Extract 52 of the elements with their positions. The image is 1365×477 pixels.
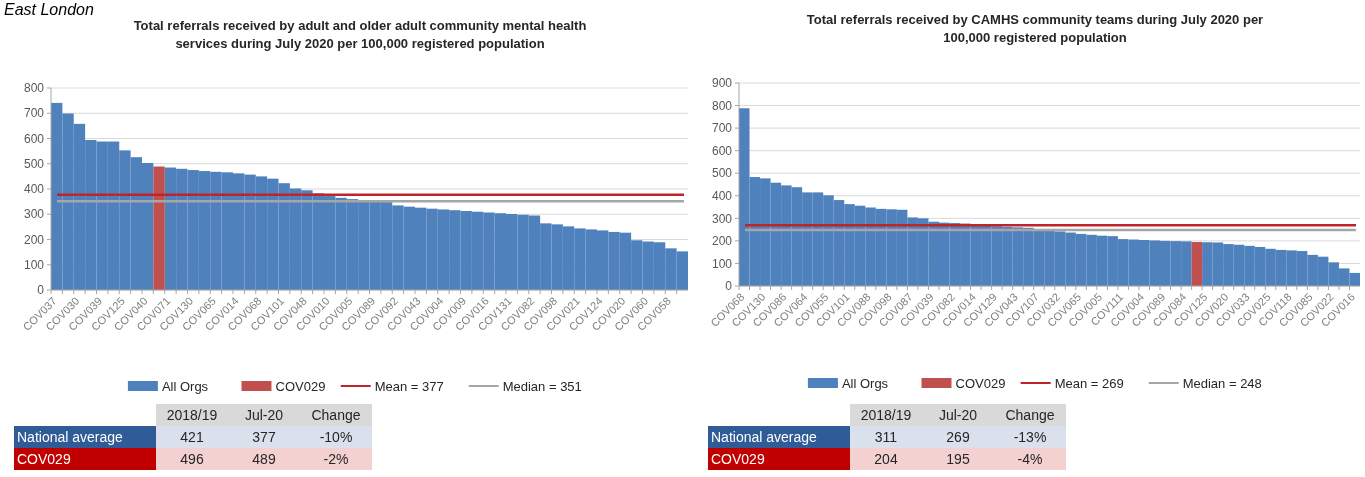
y-tick-label: 800 xyxy=(23,81,45,96)
category-label: Jul-20 xyxy=(244,406,284,423)
y-tick-label: 200 xyxy=(711,234,733,249)
y-tick-label: 400 xyxy=(711,188,733,203)
y-tick-label: 400 xyxy=(23,182,45,197)
text: 377 xyxy=(252,428,276,445)
text: 204 xyxy=(874,450,898,467)
text: -10% xyxy=(319,428,353,445)
y-tick-label: 900 xyxy=(711,76,733,91)
text: 311 xyxy=(874,428,898,445)
y-tick-label: 300 xyxy=(23,207,45,222)
legend-label: Mean = 377 xyxy=(374,378,444,394)
category-label: Jul-20 xyxy=(938,406,978,423)
category-label: National average xyxy=(711,428,817,445)
text: 195 xyxy=(946,450,970,467)
y-tick-label: 0 xyxy=(725,279,733,294)
category-label: COV029 xyxy=(711,450,765,467)
y-tick-label: 800 xyxy=(711,98,733,113)
y-tick-label: 100 xyxy=(711,256,733,271)
text: -13% xyxy=(1013,428,1047,445)
legend-label: COV029 xyxy=(275,378,326,394)
y-tick-label: 700 xyxy=(23,106,45,121)
category-label: National average xyxy=(17,428,123,445)
legend-label: Mean = 269 xyxy=(1054,375,1124,391)
text: 496 xyxy=(180,450,204,467)
legend-label: COV029 xyxy=(955,375,1006,391)
category-label: 2018/19 xyxy=(860,406,912,423)
y-tick-label: 200 xyxy=(23,232,45,247)
y-tick-label: 0 xyxy=(37,283,45,298)
text: -4% xyxy=(1017,450,1043,467)
y-tick-label: 700 xyxy=(711,121,733,136)
y-tick-label: 300 xyxy=(711,211,733,226)
legend-label: Median = 351 xyxy=(502,378,582,394)
text: East London xyxy=(4,1,94,18)
y-tick-label: 100 xyxy=(23,257,45,272)
text: 489 xyxy=(252,450,276,467)
category-label: Change xyxy=(311,406,361,423)
y-tick-label: 500 xyxy=(23,156,45,171)
legend-label: Median = 248 xyxy=(1182,375,1262,391)
category-label: 2018/19 xyxy=(166,406,218,423)
y-tick-label: 600 xyxy=(711,143,733,158)
text: -2% xyxy=(323,450,349,467)
text: 421 xyxy=(180,428,204,445)
y-tick-label: 600 xyxy=(23,131,45,146)
category-label: Change xyxy=(1005,406,1055,423)
category-label: COV029 xyxy=(17,450,71,467)
legend-label: All Orgs xyxy=(161,378,209,394)
text: 269 xyxy=(946,428,970,445)
legend-label: All Orgs xyxy=(841,375,889,391)
chart-title: Total referrals received by adult and older adult community mental health services during July 2020 per 100,000 registered population xyxy=(133,18,587,51)
y-tick-label: 500 xyxy=(711,166,733,181)
chart-title: Total referrals received by CAMHS community teams during July 2020 per 100,000 registered population xyxy=(806,12,1264,45)
